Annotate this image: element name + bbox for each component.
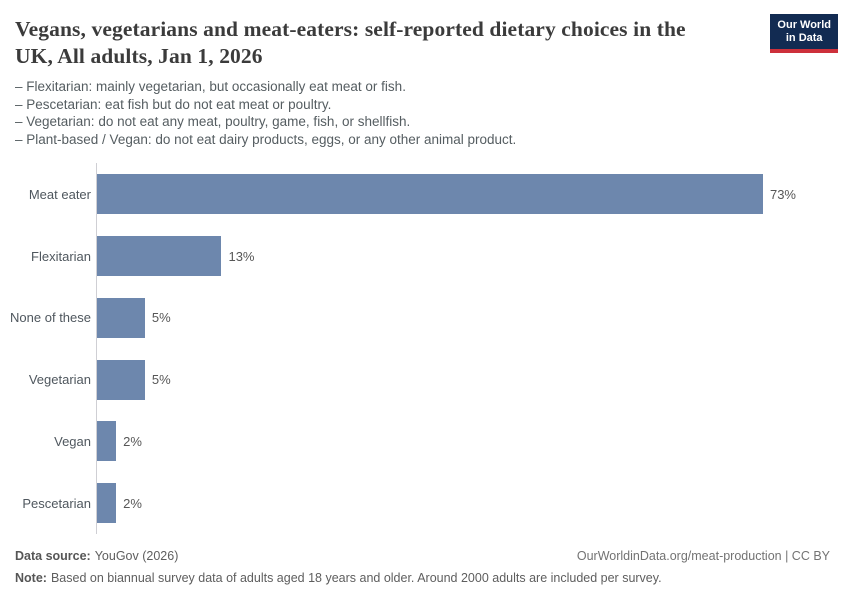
- subtitle-line-pescetarian: – Pescetarian: eat fish but do not eat m…: [15, 96, 332, 112]
- chart-subtitle: – Flexitarian: mainly vegetarian, but oc…: [15, 78, 835, 148]
- value-label: 5%: [151, 372, 171, 388]
- subtitle-line-flexitarian: – Flexitarian: mainly vegetarian, but oc…: [15, 79, 406, 94]
- chart-title: Vegans, vegetarians and meat-eaters: sel…: [15, 17, 686, 68]
- citation-link[interactable]: OurWorldinData.org/meat-production | CC …: [576, 549, 830, 564]
- bar-track: 2%: [96, 410, 796, 473]
- bar[interactable]: [97, 174, 763, 215]
- value-label: 2%: [123, 495, 142, 511]
- bar-row: Vegan 2%: [0, 410, 850, 473]
- bar-track: 5%: [96, 286, 796, 349]
- note-label: Note:: [15, 571, 47, 586]
- value-label: 5%: [151, 310, 171, 326]
- bar-row: Meat eater 73%: [0, 163, 850, 226]
- subtitle-line-vegan: – Plant-based / Vegan: do not eat dairy …: [15, 131, 517, 147]
- bar-row: None of these 5%: [0, 286, 850, 349]
- footer-source-row: Data source: YouGov (2026) OurWorldinData…: [15, 549, 830, 563]
- bar-row: Pescetarian 2%: [0, 472, 850, 535]
- owid-logo-line2: in Data: [785, 32, 823, 44]
- data-source-value: YouGov (2026): [94, 549, 179, 564]
- bar-chart: Meat eater 73% Flexitarian 13% None of these…: [0, 163, 850, 535]
- bar[interactable]: [97, 236, 222, 277]
- header: Vegans, vegetarians and meat-eaters: sel…: [0, 0, 850, 70]
- footer: Data source: YouGov (2026) OurWorldinData…: [15, 549, 830, 585]
- bar[interactable]: [97, 359, 145, 400]
- bar-row: Vegetarian 5%: [0, 348, 850, 411]
- bar[interactable]: [97, 297, 145, 338]
- bar[interactable]: [97, 483, 117, 524]
- value-label: 2%: [123, 433, 142, 449]
- value-label: 13%: [228, 248, 255, 264]
- category-label: Flexitarian: [31, 248, 91, 264]
- owid-logo-line1: Our World: [777, 19, 831, 31]
- category-label: Pescetarian: [22, 495, 91, 511]
- bar-track: 2%: [96, 472, 796, 535]
- value-label: 73%: [769, 186, 796, 202]
- bar-track: 13%: [96, 225, 796, 287]
- category-label: Meat eater: [28, 186, 91, 202]
- category-label: Vegan: [54, 433, 91, 449]
- note-value: Based on biannual survey data of adults …: [50, 571, 662, 586]
- bar[interactable]: [97, 421, 117, 462]
- owid-logo[interactable]: Our World in Data: [770, 14, 838, 53]
- data-source: Data source: YouGov (2026): [15, 549, 178, 563]
- bar-track: 5%: [96, 348, 796, 411]
- bar-row: Flexitarian 13%: [0, 225, 850, 287]
- data-source-label: Data source:: [15, 549, 91, 564]
- category-label: Vegetarian: [28, 372, 91, 388]
- subtitle-line-vegetarian: – Vegetarian: do not eat any meat, poult…: [15, 114, 411, 130]
- bar-track: 73%: [96, 163, 796, 226]
- category-label: None of these: [10, 310, 91, 326]
- footer-note-row: Note: Based on biannual survey data of ad…: [15, 571, 830, 585]
